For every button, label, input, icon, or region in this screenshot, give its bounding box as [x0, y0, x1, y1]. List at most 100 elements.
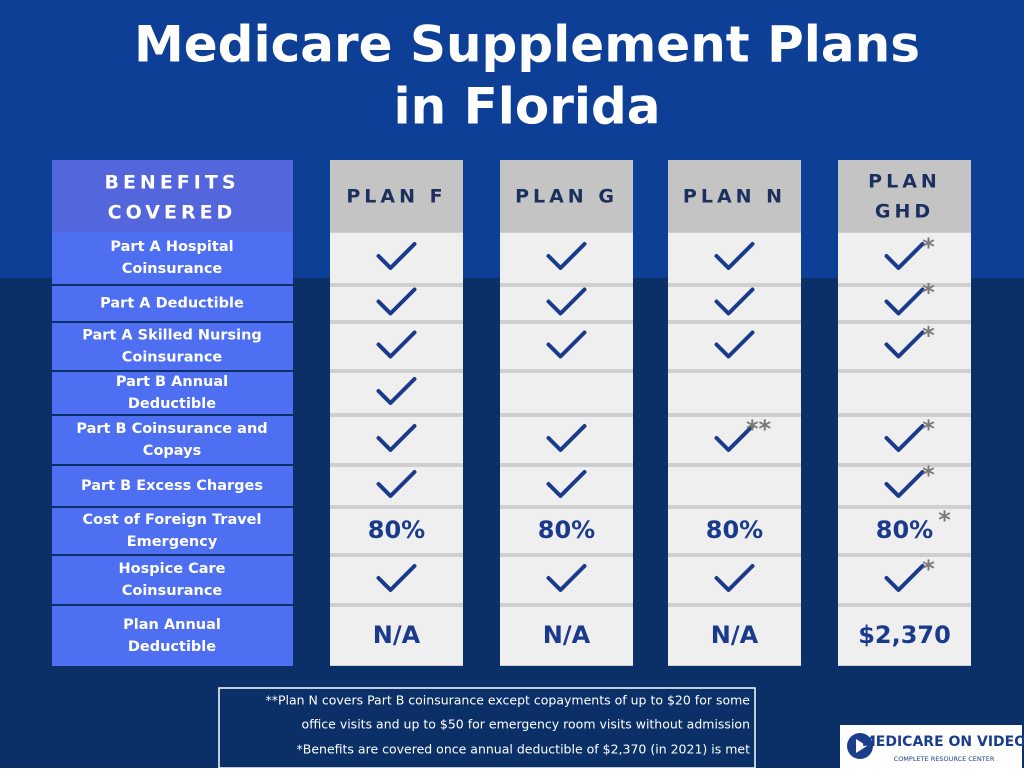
- plan-cell: [500, 233, 633, 283]
- check-mark: [546, 330, 587, 359]
- check-mark: [714, 287, 755, 316]
- plan-cell: [330, 509, 463, 553]
- check-mark: [884, 330, 925, 359]
- plan-header: PLAN F: [346, 186, 446, 208]
- cell-value: 80%: [876, 516, 933, 544]
- check-mark: [714, 330, 755, 359]
- plan-cell: [668, 467, 801, 505]
- plan-cell: [838, 467, 971, 505]
- plan-cell: [330, 233, 463, 283]
- check-mark: [714, 424, 755, 452]
- check-mark: [376, 377, 417, 405]
- plan-cell: [500, 417, 633, 463]
- cell-value: N/A: [543, 621, 591, 649]
- benefit-label: Part A Hospital: [110, 239, 233, 255]
- plan-cell: [838, 373, 971, 413]
- benefit-cell: [52, 286, 293, 321]
- plan-cell: [668, 373, 801, 413]
- plan-cell: [500, 467, 633, 505]
- plan-cell: [330, 287, 463, 320]
- benefit-label: Part B Annual: [116, 374, 228, 390]
- check-mark: [714, 242, 755, 270]
- plan-cell: [838, 607, 971, 665]
- check-mark: [884, 242, 925, 270]
- plan-cell: [838, 417, 971, 463]
- benefit-label: Part B Coinsurance and: [76, 421, 267, 437]
- benefit-cell: [52, 232, 293, 284]
- plan-cell: [500, 509, 633, 553]
- plan-cell: [838, 557, 971, 603]
- benefit-label: Deductible: [128, 639, 216, 655]
- plan-cell: [838, 509, 971, 553]
- benefit-cell: [52, 416, 293, 464]
- plan-header-cell: [330, 160, 463, 232]
- title-line: in Florida: [393, 78, 660, 136]
- benefit-label: Coinsurance: [122, 350, 223, 366]
- benefits-header-cell: [52, 160, 293, 232]
- footnote-line: *Benefits are covered once annual deduct…: [297, 742, 751, 757]
- plan-cell: [500, 287, 633, 320]
- plan-cell: [330, 467, 463, 505]
- check-mark: [376, 242, 417, 270]
- plan-cell: [838, 324, 971, 369]
- check-mark: [376, 470, 417, 498]
- cell-note: *: [922, 322, 935, 350]
- check-mark: [546, 424, 587, 452]
- cell-value: 80%: [706, 516, 763, 544]
- cell-note: *: [922, 461, 935, 489]
- logo-name: MEDICARE ON VIDEO: [862, 734, 1024, 750]
- benefit-label: Hospice Care: [119, 561, 226, 577]
- plan-cell: [668, 557, 801, 603]
- check-mark: [546, 564, 587, 592]
- logo-play: [856, 739, 867, 753]
- plan-cell: [668, 233, 801, 283]
- plan-cell: [668, 324, 801, 369]
- benefit-cell: [52, 508, 293, 554]
- footnote-line: office visits and up to $50 for emergenc…: [302, 717, 750, 732]
- plan-header-cell: [500, 160, 633, 232]
- cell-note: *: [922, 555, 935, 583]
- benefit-label: Coinsurance: [122, 261, 223, 277]
- plan-cell: [668, 509, 801, 553]
- benefits-header: BENEFITS: [104, 172, 239, 194]
- cell-note: *: [922, 233, 935, 261]
- plan-cell: [500, 557, 633, 603]
- check-mark: [884, 287, 925, 316]
- plan-cell: [330, 417, 463, 463]
- check-mark: [884, 470, 925, 498]
- benefit-cell: [52, 323, 293, 370]
- benefit-cell: [52, 466, 293, 506]
- cell-note: *: [922, 279, 935, 307]
- benefit-label: Part A Skilled Nursing: [82, 328, 262, 344]
- check-mark: [376, 330, 417, 359]
- cell-value: $2,370: [858, 621, 951, 649]
- plan-header-cell: [838, 160, 971, 232]
- benefit-label: Part B Excess Charges: [81, 478, 263, 494]
- benefit-label: Cost of Foreign Travel: [82, 512, 261, 528]
- cell-note: *: [922, 415, 935, 443]
- plan-cell: [668, 417, 801, 463]
- check-mark: [884, 424, 925, 452]
- plan-header: PLAN G: [515, 186, 618, 208]
- check-mark: [546, 242, 587, 270]
- cell-value: 80%: [538, 516, 595, 544]
- plan-cell: [500, 607, 633, 665]
- plan-cell: [500, 373, 633, 413]
- plan-cell: [500, 324, 633, 369]
- cell-value: N/A: [711, 621, 759, 649]
- benefit-label: Copays: [143, 443, 201, 459]
- plan-cell: [330, 324, 463, 369]
- benefits-header: COVERED: [108, 202, 237, 224]
- cell-value: N/A: [373, 621, 421, 649]
- benefit-label: Part A Deductible: [100, 296, 244, 312]
- plan-cell: [668, 607, 801, 665]
- check-mark: [884, 564, 925, 592]
- plan-cell: [330, 557, 463, 603]
- plan-cell: [330, 373, 463, 413]
- benefit-label: Plan Annual: [123, 617, 221, 633]
- check-mark: [376, 564, 417, 592]
- benefit-cell: [52, 372, 293, 414]
- check-mark: [546, 287, 587, 316]
- check-mark: [546, 470, 587, 498]
